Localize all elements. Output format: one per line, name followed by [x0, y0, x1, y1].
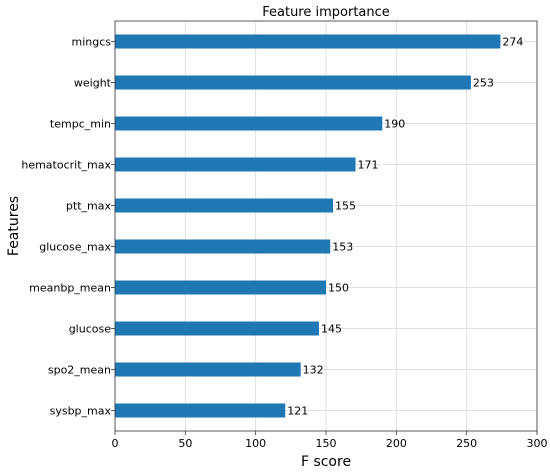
bars [115, 34, 501, 418]
bar [115, 321, 319, 336]
bar-value-label: 190 [384, 118, 405, 131]
y-tick-label: mingcs [71, 36, 111, 49]
y-tick-label: sysbp_max [50, 405, 112, 418]
x-axis-title: F score [301, 454, 351, 470]
x-tick-label: 50 [178, 437, 192, 450]
bar-value-label: 171 [358, 159, 379, 172]
y-tick-label: meanbp_mean [29, 282, 111, 295]
bar [115, 198, 334, 213]
data-labels: 274 253 190 171 155 153 150 145 132 121 [287, 36, 523, 418]
bar-value-label: 253 [473, 77, 494, 90]
bar [115, 34, 501, 49]
y-tick-label: ptt_max [66, 200, 112, 213]
bar-value-label: 145 [321, 323, 342, 336]
y-tick-label: glucose_max [39, 241, 111, 254]
bar-value-label: 121 [287, 405, 308, 418]
x-tick-label: 150 [316, 437, 337, 450]
x-tick-label: 300 [527, 437, 548, 450]
bar-value-label: 155 [335, 200, 356, 213]
bar [115, 403, 286, 418]
bar-value-label: 150 [328, 282, 349, 295]
y-tick-label: spo2_mean [48, 364, 111, 377]
bar [115, 116, 383, 131]
x-tick-label: 100 [245, 437, 266, 450]
x-axis-ticks: 0 50 100 150 200 250 300 [112, 431, 548, 450]
bar [115, 362, 301, 377]
bar [115, 239, 331, 254]
bar-value-label: 274 [502, 36, 523, 49]
y-tick-label: hematocrit_max [21, 159, 111, 172]
y-tick-label: glucose [69, 323, 112, 336]
bar-value-label: 153 [332, 241, 353, 254]
bar-value-label: 132 [303, 364, 324, 377]
y-axis-ticks: mingcs weight tempc_min hematocrit_max ptt_m… [21, 36, 115, 418]
y-axis-title: Features [6, 196, 22, 256]
chart-title: Feature importance [262, 5, 390, 20]
y-tick-label: weight [74, 77, 112, 90]
bar [115, 75, 471, 90]
bar [115, 280, 326, 295]
x-tick-label: 250 [456, 437, 477, 450]
x-tick-label: 0 [112, 437, 119, 450]
y-tick-label: tempc_min [50, 118, 111, 131]
bar [115, 157, 356, 172]
x-tick-label: 200 [386, 437, 407, 450]
